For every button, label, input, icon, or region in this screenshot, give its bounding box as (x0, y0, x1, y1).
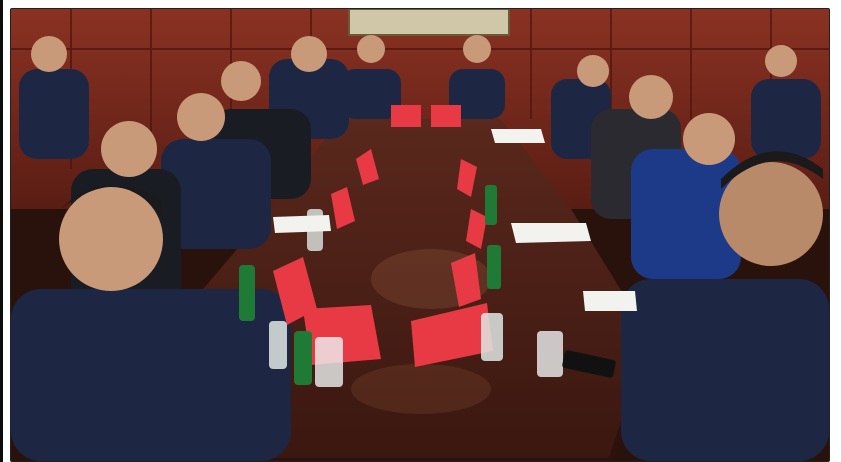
place-card (411, 303, 493, 367)
table-reflection (351, 364, 491, 414)
wall-painting (348, 9, 510, 36)
glasses (315, 331, 563, 387)
person-left-5-head (101, 121, 157, 177)
document (511, 223, 591, 243)
drinking-glass (537, 331, 563, 377)
document (491, 129, 545, 143)
place-card (451, 253, 481, 307)
person-right-1-head (765, 45, 797, 77)
person-left-3-head (221, 61, 261, 101)
document (273, 215, 331, 233)
person-right-5-hair (721, 151, 823, 189)
person-left-4 (161, 139, 271, 249)
place-cards (273, 105, 493, 367)
person-left-1-head (31, 36, 67, 72)
person-right-5-head (719, 162, 823, 266)
person-far-2 (449, 69, 505, 119)
person-left-2-head (291, 36, 327, 72)
meeting-photo (10, 8, 830, 462)
person-left-6-head (59, 187, 163, 291)
place-card (331, 187, 355, 229)
clear-bottle (481, 313, 503, 361)
person-right-4 (631, 149, 741, 279)
bottles (239, 185, 503, 385)
green-bottle (239, 265, 255, 321)
green-bottle (485, 185, 497, 225)
person-left-6-hair (61, 185, 161, 214)
person-far-1 (341, 69, 401, 119)
place-card (356, 149, 379, 185)
person-far-2-head (463, 35, 491, 63)
green-bottle (294, 331, 312, 385)
person-right-5 (621, 279, 829, 461)
phone (562, 350, 616, 378)
person-left-4-head (177, 93, 225, 141)
place-card (466, 209, 487, 249)
green-bottle (487, 245, 501, 289)
person-left-6 (11, 289, 291, 461)
clear-bottle (269, 321, 287, 369)
far-end-delegates (341, 35, 505, 119)
place-card (391, 105, 421, 127)
person-left-1 (19, 69, 89, 159)
person-right-3-head (629, 75, 673, 119)
place-card (457, 159, 477, 197)
meeting-photo-scene (11, 9, 829, 461)
place-card (431, 105, 461, 127)
papers (273, 129, 637, 311)
left-border (0, 0, 3, 462)
left-delegation (11, 36, 349, 461)
document (583, 291, 637, 311)
right-delegation (551, 45, 829, 461)
person-right-2-head (577, 55, 609, 87)
person-far-1-head (357, 35, 385, 63)
person-right-1 (751, 79, 821, 159)
place-card (273, 257, 317, 325)
drinking-glass (315, 337, 343, 387)
person-right-4-head (683, 113, 735, 165)
